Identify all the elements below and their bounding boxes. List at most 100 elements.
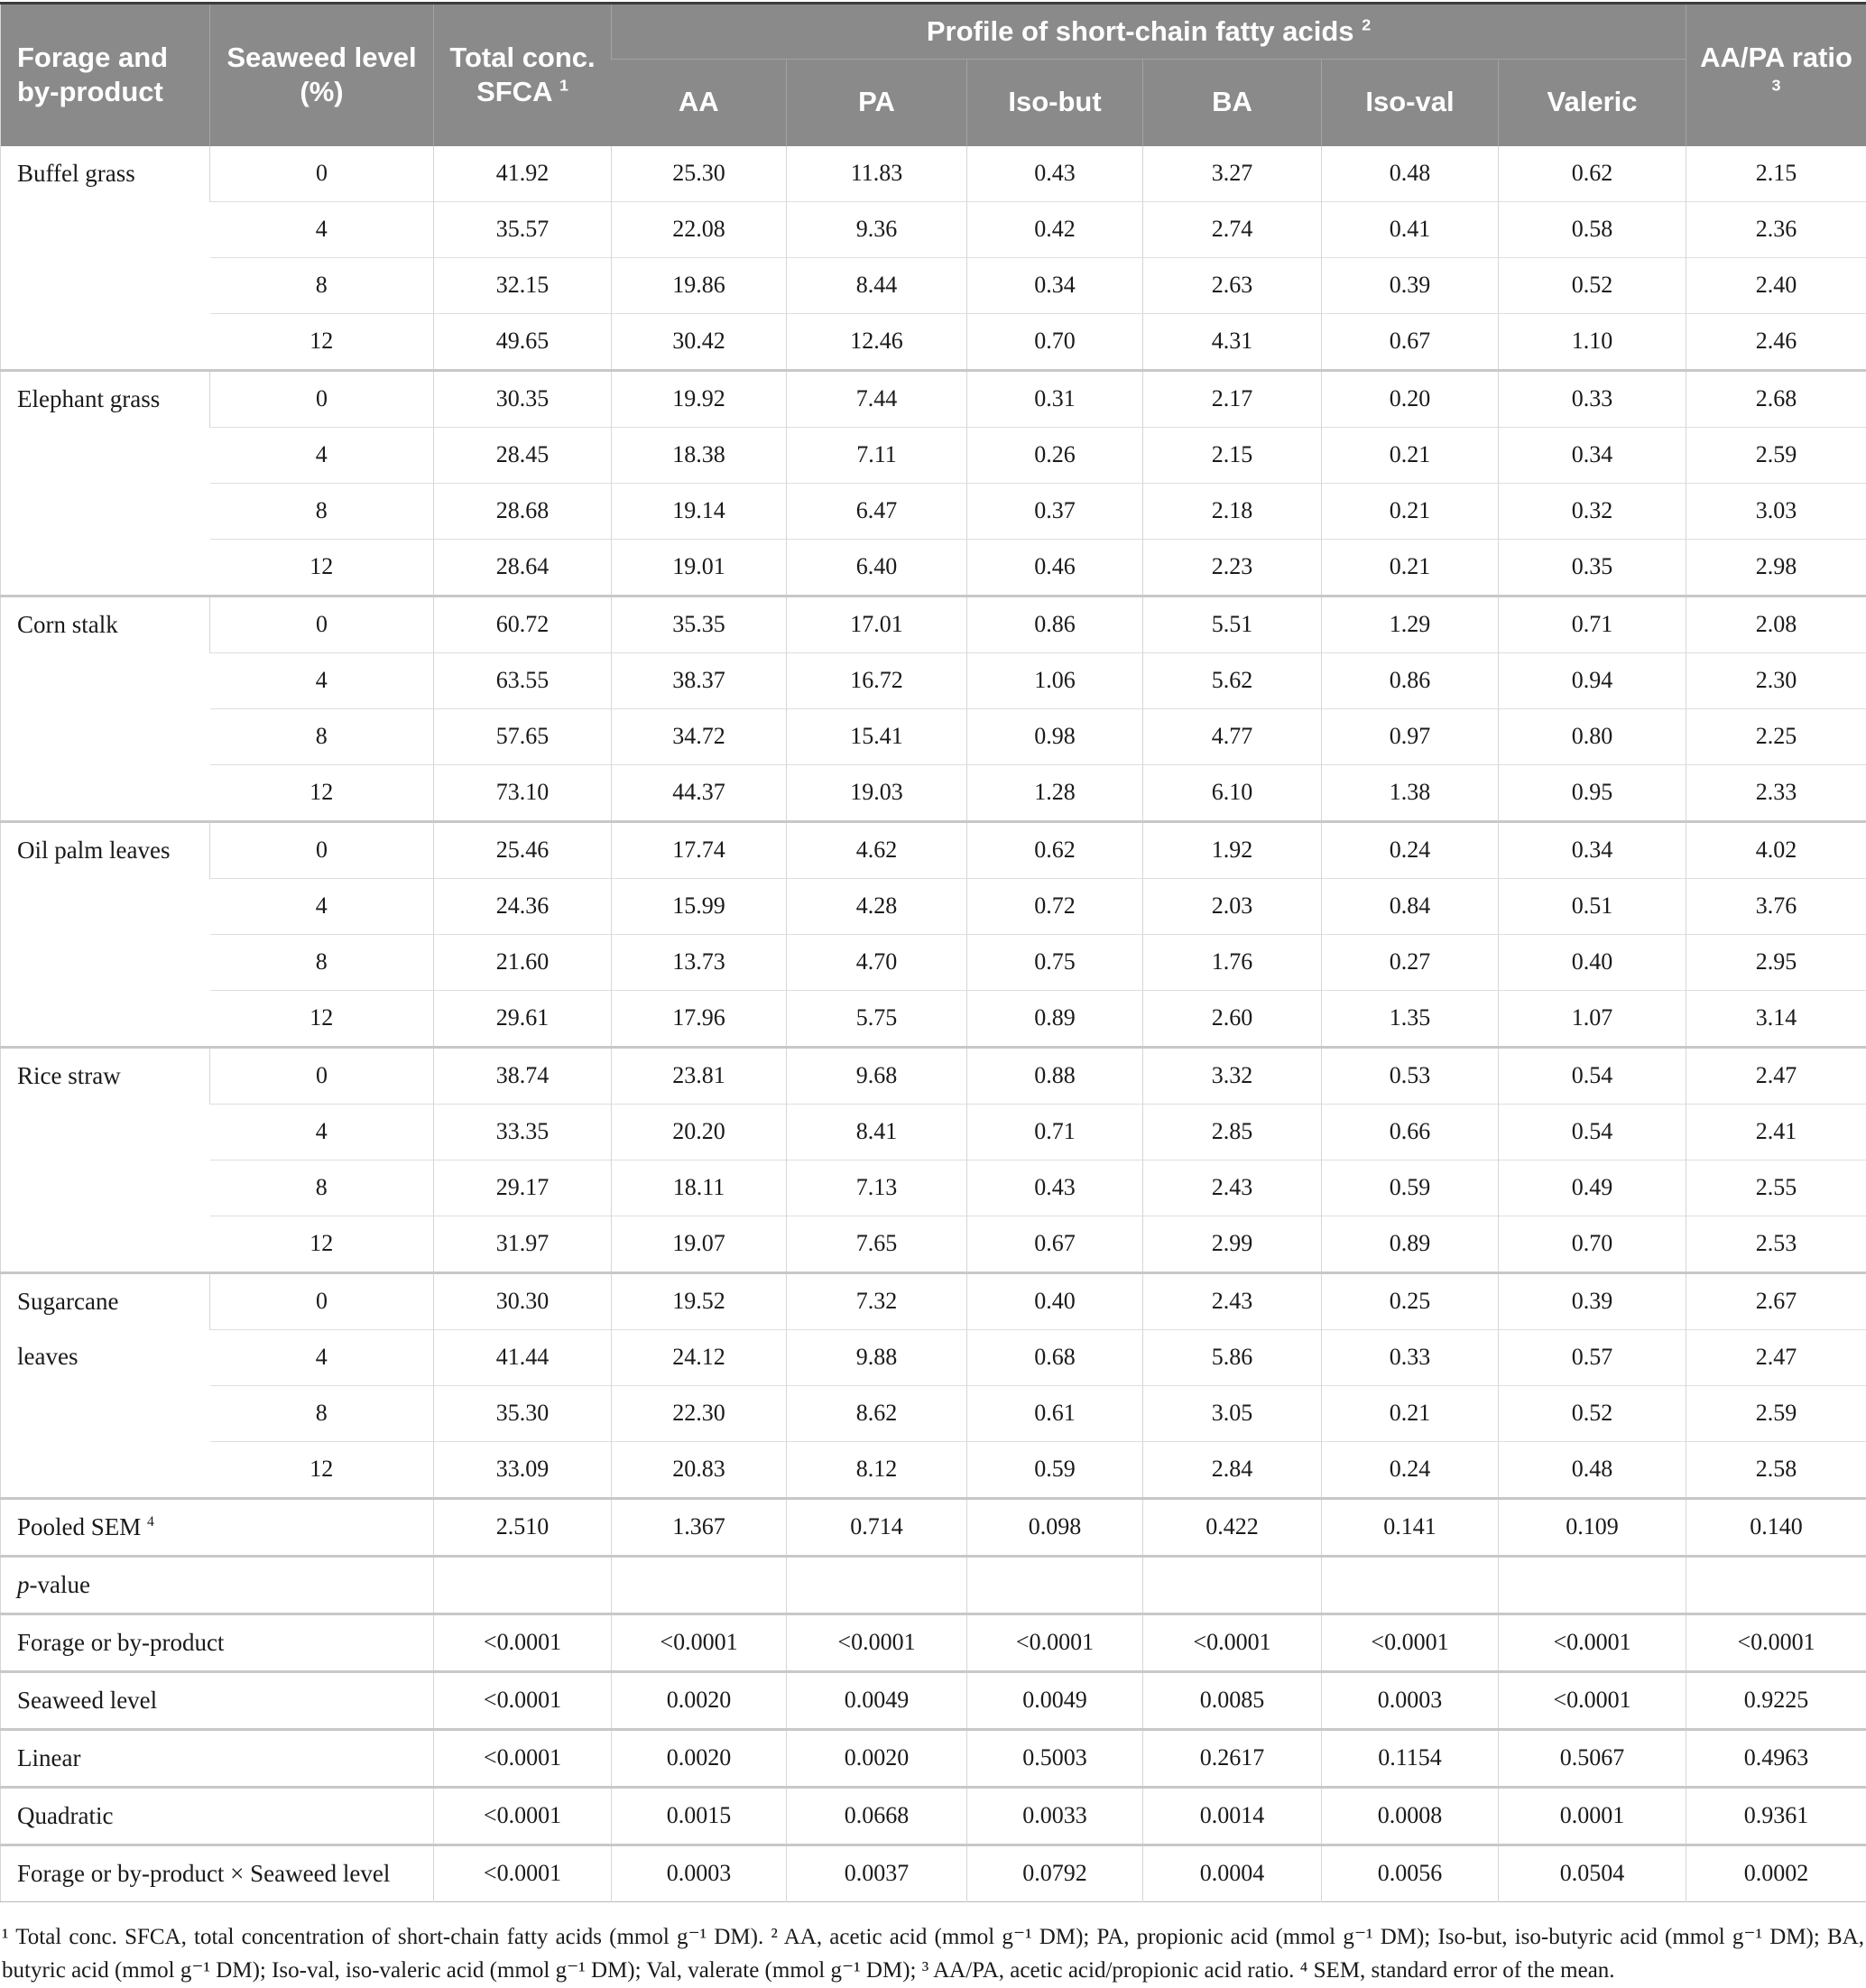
seaweed-level-cell: 0 <box>210 370 434 427</box>
value-cell: 2.85 <box>1143 1104 1322 1160</box>
value-cell: 9.36 <box>787 201 967 257</box>
value-cell: 0.70 <box>967 313 1143 370</box>
value-cell: 25.30 <box>612 146 787 202</box>
value-cell <box>1499 1556 1686 1614</box>
value-cell: 0.0020 <box>787 1729 967 1787</box>
value-cell: 2.47 <box>1686 1329 1866 1385</box>
value-cell: 8.41 <box>787 1104 967 1160</box>
value-cell: 29.17 <box>434 1160 612 1216</box>
seaweed-level-cell: 8 <box>210 483 434 539</box>
value-cell: 20.20 <box>612 1104 787 1160</box>
value-cell: 15.41 <box>787 708 967 764</box>
value-cell: 0.61 <box>967 1385 1143 1441</box>
value-cell <box>1322 1556 1499 1614</box>
value-cell: 3.32 <box>1143 1047 1322 1104</box>
seaweed-level-cell: 8 <box>210 708 434 764</box>
value-cell: 0.20 <box>1322 370 1499 427</box>
value-cell: 0.141 <box>1322 1498 1499 1556</box>
seaweed-level-cell: 4 <box>210 878 434 934</box>
value-cell <box>967 1556 1143 1614</box>
value-cell: 0.34 <box>967 257 1143 313</box>
value-cell: 0.75 <box>967 934 1143 990</box>
value-cell: 0.49 <box>1499 1160 1686 1216</box>
value-cell: 0.67 <box>967 1216 1143 1272</box>
value-cell: 0.714 <box>787 1498 967 1556</box>
value-cell: 2.15 <box>1686 146 1866 202</box>
col-header-valeric: Valeric <box>1499 60 1686 146</box>
value-cell: 2.53 <box>1686 1216 1866 1272</box>
value-cell: 0.0004 <box>1143 1845 1322 1901</box>
value-cell: 24.12 <box>612 1329 787 1385</box>
col-header-pa: PA <box>787 60 967 146</box>
value-cell: 2.08 <box>1686 596 1866 652</box>
value-cell: 2.46 <box>1686 313 1866 370</box>
value-cell: 2.510 <box>434 1498 612 1556</box>
value-cell: 0.57 <box>1499 1329 1686 1385</box>
value-cell: 5.75 <box>787 990 967 1047</box>
value-cell: 2.41 <box>1686 1104 1866 1160</box>
value-cell: 0.0015 <box>612 1787 787 1845</box>
value-cell: 11.83 <box>787 146 967 202</box>
group-header-profile-label: Profile of short-chain fatty acids <box>927 15 1354 47</box>
seaweed-level-cell: 8 <box>210 1385 434 1441</box>
value-cell: 2.55 <box>1686 1160 1866 1216</box>
value-cell: 2.17 <box>1143 370 1322 427</box>
col-header-seaweed-level: Seaweed level (%) <box>210 4 434 146</box>
value-cell: 0.0014 <box>1143 1787 1322 1845</box>
value-cell: 2.47 <box>1686 1047 1866 1104</box>
value-cell: 0.68 <box>967 1329 1143 1385</box>
seaweed-level-cell: 0 <box>210 821 434 878</box>
seaweed-level-cell: 0 <box>210 1047 434 1104</box>
value-cell: 0.54 <box>1499 1104 1686 1160</box>
value-cell: 6.10 <box>1143 764 1322 821</box>
value-cell: <0.0001 <box>434 1787 612 1845</box>
value-cell: 0.0668 <box>787 1787 967 1845</box>
value-cell: 3.05 <box>1143 1385 1322 1441</box>
value-cell: 3.03 <box>1686 483 1866 539</box>
value-cell: 0.41 <box>1322 201 1499 257</box>
value-cell: 7.11 <box>787 427 967 483</box>
value-cell: 7.44 <box>787 370 967 427</box>
value-cell: 16.72 <box>787 652 967 708</box>
value-cell: 2.25 <box>1686 708 1866 764</box>
value-cell: 0.97 <box>1322 708 1499 764</box>
value-cell: 15.99 <box>612 878 787 934</box>
value-cell: 4.62 <box>787 821 967 878</box>
value-cell: 0.71 <box>1499 596 1686 652</box>
value-cell: 25.46 <box>434 821 612 878</box>
value-cell: 38.37 <box>612 652 787 708</box>
value-cell: 0.24 <box>1322 821 1499 878</box>
value-cell: 2.33 <box>1686 764 1866 821</box>
value-cell: 1.28 <box>967 764 1143 821</box>
value-cell: 0.86 <box>1322 652 1499 708</box>
value-cell: 7.13 <box>787 1160 967 1216</box>
value-cell: 0.66 <box>1322 1104 1499 1160</box>
seaweed-level-cell: 8 <box>210 1160 434 1216</box>
value-cell: 0.9225 <box>1686 1671 1866 1729</box>
col-header-ratio-label: AA/PA ratio <box>1700 42 1852 73</box>
value-cell: 30.35 <box>434 370 612 427</box>
col-header-total-sfca: Total conc. SFCA 1 <box>434 4 612 146</box>
value-cell: 35.30 <box>434 1385 612 1441</box>
value-cell: 8.62 <box>787 1385 967 1441</box>
value-cell: <0.0001 <box>967 1614 1143 1671</box>
seaweed-level-cell: 8 <box>210 934 434 990</box>
value-cell: 31.97 <box>434 1216 612 1272</box>
value-cell <box>612 1556 787 1614</box>
value-cell: 0.89 <box>967 990 1143 1047</box>
footnote-marker: 4 <box>147 1514 154 1530</box>
value-cell: 4.31 <box>1143 313 1322 370</box>
value-cell: 0.0033 <box>967 1787 1143 1845</box>
value-cell: 0.59 <box>967 1441 1143 1498</box>
seaweed-level-cell: 0 <box>210 146 434 202</box>
